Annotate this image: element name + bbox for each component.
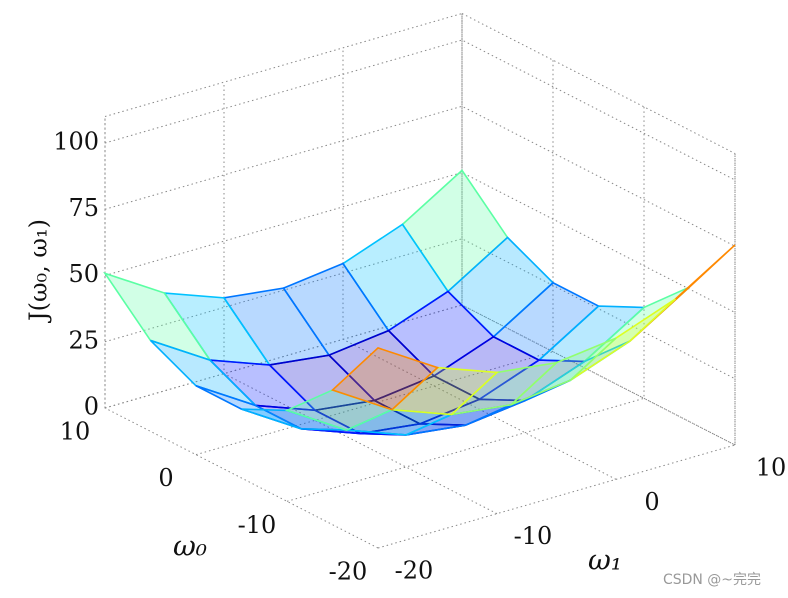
grid-line xyxy=(104,304,736,446)
x-tick-label: -20 xyxy=(395,557,434,585)
y-tick-label: -10 xyxy=(238,511,277,539)
surface-patch xyxy=(330,347,440,411)
x-tick-label: 0 xyxy=(644,488,659,516)
box-edge xyxy=(461,13,736,154)
y-tick-label: 10 xyxy=(60,418,91,446)
watermark: CSDN @~完完 xyxy=(663,572,761,588)
grid-line xyxy=(104,39,736,181)
z-tick-label: 0 xyxy=(84,393,99,421)
z-tick-label: 100 xyxy=(53,128,99,156)
y-tick-label: 0 xyxy=(158,464,173,492)
y-tick-label: -20 xyxy=(329,558,368,586)
z-tick-label: 75 xyxy=(68,194,99,222)
x-tick-label: 10 xyxy=(756,454,787,482)
z-tick-label: 50 xyxy=(68,260,99,288)
z-tick-label: 25 xyxy=(68,326,99,354)
x-axis-label: ω₁ xyxy=(588,544,622,577)
box-edge xyxy=(104,13,463,117)
grid-line xyxy=(104,105,736,247)
x-tick-label: -10 xyxy=(514,522,553,550)
y-axis-label: ω₀ xyxy=(173,530,207,563)
z-axis-label: J(ω₀, ω₁) xyxy=(25,219,53,324)
